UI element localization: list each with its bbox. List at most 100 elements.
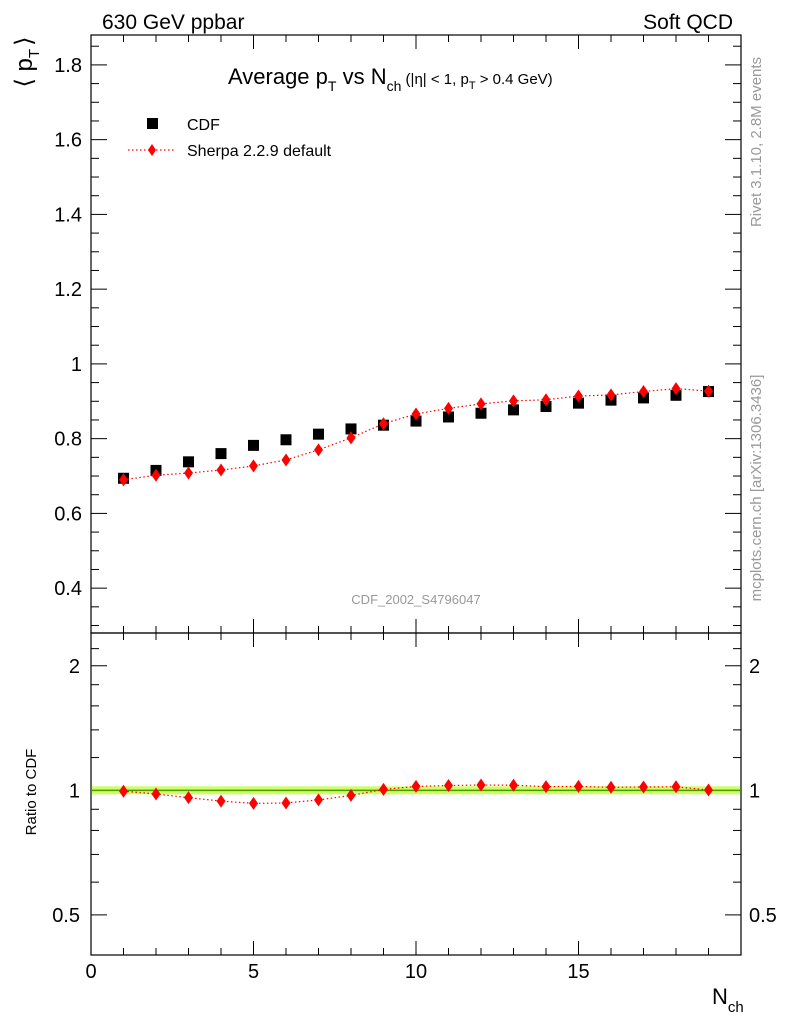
- sherpa-ratio-point: [541, 780, 551, 794]
- sherpa-data-point: [704, 384, 713, 398]
- mcplots-label: mcplots.cern.ch [arXiv:1306.3436]: [748, 375, 765, 602]
- cdf-data-point: [475, 407, 487, 419]
- cdf-data-point: [345, 423, 357, 435]
- sherpa-ratio-point: [704, 783, 713, 797]
- sherpa-ratio-point: [379, 782, 388, 796]
- sherpa-data-point: [281, 453, 291, 467]
- y-axis-label-close: ⟩: [11, 37, 38, 46]
- x-axis-label: Nch: [712, 984, 744, 1016]
- title-vs-sub: ch: [387, 78, 402, 94]
- sherpa-data-point: [346, 431, 356, 445]
- sherpa-ratio-point: [119, 784, 128, 798]
- cdf-data-point: [248, 439, 259, 451]
- title-main: Average p: [228, 64, 328, 89]
- sherpa-ratio-point: [574, 779, 583, 793]
- cdf-data-point: [670, 389, 682, 401]
- ratio-tick-label-left: 1: [69, 780, 80, 802]
- y-tick-label: 1: [71, 354, 82, 376]
- cdf-data-point: [183, 456, 194, 468]
- cdf-data-point: [280, 434, 292, 446]
- main-panel: 0.4 0.6 0.8 1 1.2 1.4 1.6 1.8: [54, 34, 742, 634]
- sherpa-ratio-point: [639, 780, 648, 794]
- sherpa-ratio-point: [281, 796, 291, 810]
- legend-cdf-label: CDF: [187, 117, 220, 134]
- sherpa-data-point: [574, 389, 583, 403]
- x-tick-label: 0: [85, 961, 96, 983]
- analysis-id-label: CDF_2002_S4796047: [351, 592, 480, 607]
- sherpa-ratio-point: [509, 778, 518, 792]
- ratio-tick-label-left: 2: [69, 656, 80, 678]
- x-tick-label: 5: [248, 961, 259, 983]
- sherpa-data-point: [411, 407, 421, 421]
- sherpa-data-point: [509, 394, 518, 408]
- header-left-label: 630 GeV ppbar: [102, 11, 244, 34]
- title-cuts-b: > 0.4 GeV): [476, 71, 553, 88]
- cdf-data-point: [573, 397, 584, 409]
- title-cuts-sub: T: [469, 80, 476, 92]
- y-tick-label: 1.6: [54, 130, 82, 152]
- ratio-y-axis-label: Ratio to CDF: [23, 749, 40, 836]
- y-axis-label-base: ⟨ p: [11, 58, 38, 87]
- y-tick-label: 0.4: [54, 578, 82, 600]
- legend: CDF Sherpa 2.2.9 default: [128, 117, 332, 160]
- sherpa-data-point: [314, 443, 323, 457]
- sherpa-data-point: [216, 463, 226, 477]
- sherpa-ratio-point: [671, 780, 681, 794]
- cdf-data-point: [215, 448, 227, 460]
- ratio-panel: 0.5 0.5 1 1 2 2: [52, 632, 777, 956]
- cdf-data-point: [410, 415, 422, 427]
- sherpa-data-point: [606, 388, 616, 402]
- ratio-tick-label-right: 2: [749, 656, 760, 678]
- sherpa-ratio-point: [346, 788, 356, 802]
- sherpa-data-point: [639, 385, 648, 399]
- sherpa-data-point: [151, 468, 161, 482]
- title-vs: vs N: [336, 64, 386, 89]
- y-tick-label: 0.8: [54, 429, 82, 451]
- sherpa-data-point: [444, 401, 453, 415]
- ratio-tick-label-right: 0.5: [749, 905, 777, 927]
- cdf-data-point: [443, 411, 454, 423]
- cdf-data-point: [540, 401, 552, 413]
- sherpa-data-point: [184, 466, 193, 480]
- sherpa-ratio-point: [249, 796, 258, 810]
- x-tick-label: 10: [405, 961, 427, 983]
- x-axis-label-base: N: [712, 984, 728, 1009]
- sherpa-data-point: [671, 382, 681, 396]
- header-right-label: Soft QCD: [643, 11, 733, 34]
- sherpa-data-point: [476, 397, 486, 411]
- sherpa-series-line: [123, 387, 709, 481]
- sherpa-ratio-point: [151, 787, 161, 801]
- sherpa-data-point: [119, 473, 128, 487]
- x-axis: 0 5 10 15: [85, 35, 742, 983]
- legend-cdf-marker: [147, 118, 158, 129]
- sherpa-data-point: [379, 417, 388, 431]
- title-main-sub: T: [328, 78, 337, 94]
- legend-sherpa-label: Sherpa 2.2.9 default: [187, 143, 332, 160]
- y-axis-label-sub: T: [26, 49, 43, 58]
- sherpa-ratio-point: [444, 779, 453, 793]
- ratio-tick-label-right: 1: [749, 780, 760, 802]
- y-tick-label: 1.4: [54, 204, 82, 226]
- sherpa-ratio-point: [476, 778, 486, 792]
- sherpa-ratio-point: [184, 791, 193, 805]
- title-cuts-a: (|η| < 1, p: [401, 71, 468, 88]
- legend-sherpa-marker: [148, 144, 156, 156]
- sherpa-data-point: [249, 459, 258, 473]
- main-y-axis-label: ⟨ pT ⟩: [11, 37, 43, 88]
- x-axis-label-sub: ch: [728, 999, 744, 1016]
- sherpa-ratio-point: [606, 780, 616, 794]
- ratio-tick-label-left: 0.5: [52, 905, 80, 927]
- sherpa-ratio-point: [411, 779, 421, 793]
- chart-title: Average pT vs Nch (|η| < 1, pT > 0.4 GeV…: [228, 64, 553, 94]
- y-tick-label: 1.8: [54, 55, 82, 77]
- cdf-data-point: [508, 404, 519, 416]
- cdf-data-point: [313, 428, 324, 440]
- x-tick-label: 15: [567, 961, 589, 983]
- rivet-version-label: Rivet 3.1.10, 2.8M events: [748, 57, 765, 227]
- y-tick-label: 0.6: [54, 503, 82, 525]
- sherpa-data-point: [541, 393, 551, 407]
- y-tick-label: 1.2: [54, 279, 82, 301]
- sherpa-ratio-point: [216, 794, 226, 808]
- sherpa-ratio-point: [314, 793, 323, 807]
